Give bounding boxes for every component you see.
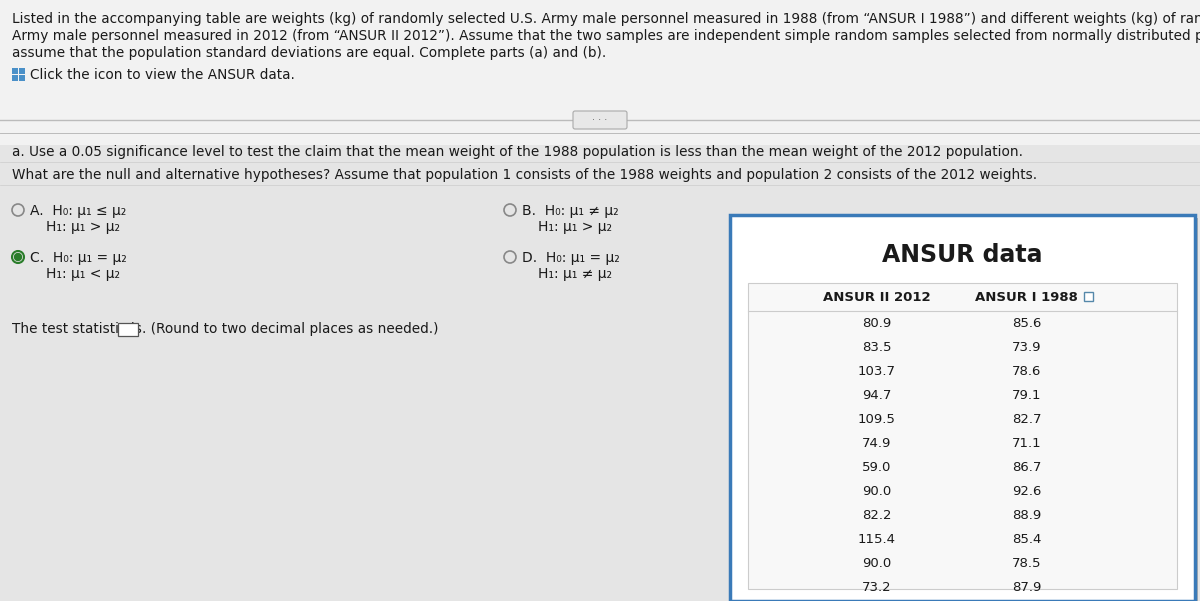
Bar	[748, 283, 1177, 589]
Text: ANSUR data: ANSUR data	[882, 243, 1043, 267]
FancyBboxPatch shape	[574, 111, 628, 129]
Bar	[0, 0, 1200, 145]
Text: 90.0: 90.0	[862, 557, 892, 570]
Text: 73.2: 73.2	[862, 581, 892, 594]
Text: ANSUR II 2012: ANSUR II 2012	[823, 291, 930, 304]
Bar	[733, 218, 1198, 601]
Bar	[12, 68, 18, 74]
Text: 78.6: 78.6	[1012, 365, 1042, 378]
Text: 92.6: 92.6	[1012, 485, 1042, 498]
Text: 85.4: 85.4	[1012, 533, 1042, 546]
Text: C.  H₀: μ₁ = μ₂: C. H₀: μ₁ = μ₂	[30, 251, 127, 265]
Text: H₁: μ₁ > μ₂: H₁: μ₁ > μ₂	[46, 220, 120, 234]
Text: 59.0: 59.0	[862, 461, 892, 474]
Bar	[1084, 292, 1093, 301]
Text: 82.7: 82.7	[1012, 413, 1042, 426]
Text: 73.9: 73.9	[1012, 341, 1042, 354]
Bar	[19, 75, 25, 81]
Text: Army male personnel measured in 2012 (from “ANSUR II 2012”). Assume that the two: Army male personnel measured in 2012 (fr…	[12, 29, 1200, 43]
Text: Click the icon to view the ANSUR data.: Click the icon to view the ANSUR data.	[30, 68, 295, 82]
Text: 86.7: 86.7	[1012, 461, 1042, 474]
Text: A.  H₀: μ₁ ≤ μ₂: A. H₀: μ₁ ≤ μ₂	[30, 204, 126, 218]
Text: 82.2: 82.2	[862, 509, 892, 522]
Text: a. Use a 0.05 significance level to test the claim that the mean weight of the 1: a. Use a 0.05 significance level to test…	[12, 145, 1022, 159]
Bar	[12, 75, 18, 81]
Text: assume that the population standard deviations are equal. Complete parts (a) and: assume that the population standard devi…	[12, 46, 606, 60]
Text: 87.9: 87.9	[1012, 581, 1042, 594]
Text: D.  H₀: μ₁ = μ₂: D. H₀: μ₁ = μ₂	[522, 251, 619, 265]
Text: ANSUR I 1988: ANSUR I 1988	[976, 291, 1079, 304]
Text: . (Round to two decimal places as needed.): . (Round to two decimal places as needed…	[142, 322, 438, 336]
Text: What are the null and alternative hypotheses? Assume that population 1 consists : What are the null and alternative hypoth…	[12, 168, 1037, 182]
Text: 71.1: 71.1	[1012, 437, 1042, 450]
Circle shape	[14, 254, 22, 260]
Text: B.  H₀: μ₁ ≠ μ₂: B. H₀: μ₁ ≠ μ₂	[522, 204, 619, 218]
Text: 78.5: 78.5	[1012, 557, 1042, 570]
Text: H₁: μ₁ > μ₂: H₁: μ₁ > μ₂	[538, 220, 612, 234]
Text: 90.0: 90.0	[862, 485, 892, 498]
Text: The test statistic is: The test statistic is	[12, 322, 146, 336]
Bar	[118, 323, 138, 336]
Text: Listed in the accompanying table are weights (kg) of randomly selected U.S. Army: Listed in the accompanying table are wei…	[12, 12, 1200, 26]
Text: 85.6: 85.6	[1012, 317, 1042, 330]
Bar	[19, 68, 25, 74]
Text: H₁: μ₁ < μ₂: H₁: μ₁ < μ₂	[46, 267, 120, 281]
Text: 94.7: 94.7	[862, 389, 892, 402]
Text: 79.1: 79.1	[1012, 389, 1042, 402]
Bar	[0, 145, 1200, 601]
Text: 115.4: 115.4	[858, 533, 895, 546]
Text: 109.5: 109.5	[858, 413, 895, 426]
Text: · · ·: · · ·	[593, 115, 607, 125]
Text: 88.9: 88.9	[1013, 509, 1042, 522]
Text: 74.9: 74.9	[862, 437, 892, 450]
Text: 83.5: 83.5	[862, 341, 892, 354]
Text: 103.7: 103.7	[858, 365, 895, 378]
Text: H₁: μ₁ ≠ μ₂: H₁: μ₁ ≠ μ₂	[538, 267, 612, 281]
Bar	[730, 215, 1195, 601]
Text: 80.9: 80.9	[862, 317, 892, 330]
